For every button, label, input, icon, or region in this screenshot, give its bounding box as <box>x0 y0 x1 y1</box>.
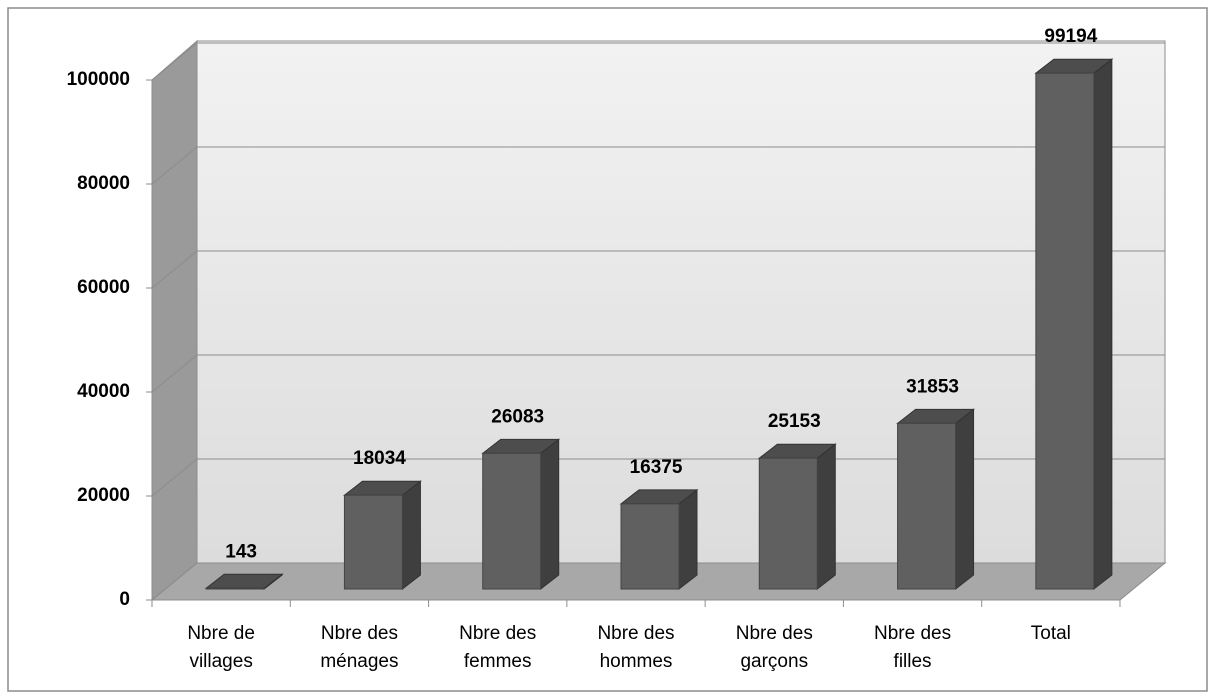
bar <box>204 573 284 591</box>
data-label: 31853 <box>906 376 959 397</box>
bar-side <box>1093 58 1113 591</box>
x-tick-label: Nbre des ménages <box>320 623 399 672</box>
x-tick-label: Nbre de villages <box>187 623 255 672</box>
bar <box>342 480 422 591</box>
grid-line-side <box>151 250 198 289</box>
grid-line-side <box>151 458 198 497</box>
walls: 0 20000 40000 60000 80000 100000 <box>67 39 1167 610</box>
x-tick-label: Nbre des hommes <box>597 623 675 672</box>
y-tick-label: 100000 <box>67 69 130 90</box>
bar <box>757 443 837 591</box>
y-tick-label: 20000 <box>77 485 130 506</box>
data-label: 18034 <box>353 448 406 469</box>
data-label: 99194 <box>1044 26 1097 47</box>
y-tick-label: 40000 <box>77 381 130 402</box>
bar <box>1034 58 1114 591</box>
data-label: 16375 <box>630 457 683 478</box>
x-tick-label: Total <box>1030 623 1071 644</box>
grid-line-side <box>151 146 198 185</box>
data-label: 25153 <box>768 411 821 432</box>
x-tick-label: Nbre des garçons <box>735 623 813 672</box>
bar-front <box>1035 72 1095 590</box>
grid-line-side <box>151 354 198 393</box>
bar <box>896 408 976 591</box>
bars: 143 18034 26083 16375 25153 31853 99194 <box>204 26 1114 591</box>
grid-line-side <box>151 42 198 81</box>
grid-line-side <box>151 562 198 601</box>
side-wall <box>151 39 198 602</box>
bar-side <box>401 480 421 591</box>
bar-front <box>758 457 818 590</box>
y-tick-label: 0 <box>119 589 130 610</box>
bar-side <box>816 443 836 591</box>
bar-side <box>540 438 560 591</box>
bar-front <box>620 503 680 590</box>
bar-front <box>343 494 403 590</box>
x-tick-label: Nbre des filles <box>874 623 952 672</box>
y-tick-label: 60000 <box>77 277 130 298</box>
data-label: 26083 <box>491 406 544 427</box>
x-tick-label: Nbre des femmes <box>459 623 537 672</box>
y-tick-label: 80000 <box>77 173 130 194</box>
bar-side <box>955 408 975 591</box>
bar-side <box>678 488 698 591</box>
bar-front <box>205 587 265 590</box>
bar-front <box>897 422 957 590</box>
bar <box>619 488 699 591</box>
bar <box>481 438 561 591</box>
bar-front <box>482 452 542 590</box>
data-label: 143 <box>225 541 257 562</box>
back-wall <box>196 40 1166 564</box>
